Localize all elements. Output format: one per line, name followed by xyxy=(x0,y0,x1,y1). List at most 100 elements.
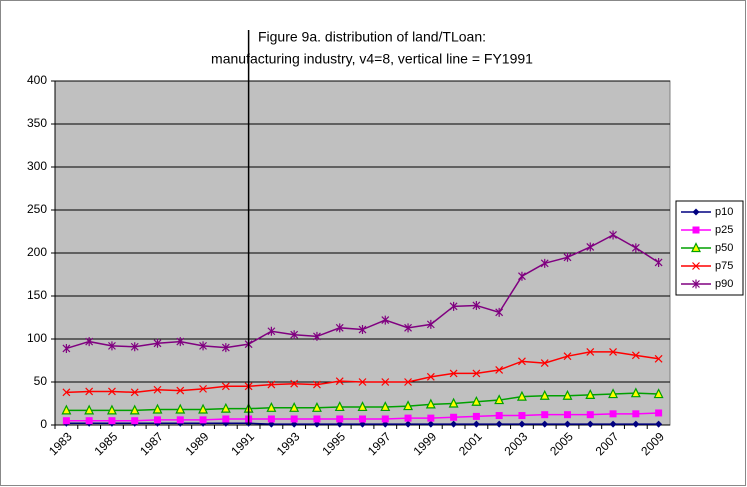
marker xyxy=(404,378,412,386)
marker xyxy=(85,387,94,396)
marker xyxy=(630,387,641,398)
marker xyxy=(653,388,664,399)
chart-title: Figure 9a. distribution of land/TLoan: xyxy=(258,29,486,45)
marker xyxy=(381,315,390,325)
marker xyxy=(335,377,344,386)
marker xyxy=(609,410,617,418)
marker xyxy=(313,415,321,423)
marker xyxy=(289,401,300,412)
marker xyxy=(427,414,435,422)
marker xyxy=(222,415,230,423)
marker xyxy=(472,420,480,428)
marker xyxy=(404,414,412,422)
marker xyxy=(586,242,595,252)
legend-label: p25 xyxy=(715,224,733,236)
marker xyxy=(199,384,207,393)
marker xyxy=(586,347,595,356)
marker xyxy=(61,404,72,415)
marker xyxy=(106,404,117,415)
y-tick-label: 350 xyxy=(27,116,47,130)
marker xyxy=(654,257,663,267)
marker xyxy=(692,279,700,289)
marker xyxy=(176,416,184,424)
marker xyxy=(608,388,619,399)
marker xyxy=(654,354,663,363)
marker xyxy=(426,372,435,381)
marker xyxy=(221,382,230,391)
marker xyxy=(154,416,161,424)
chart-title: manufacturing industry, v4=8, vertical l… xyxy=(211,51,533,67)
marker xyxy=(176,337,185,347)
marker xyxy=(425,398,436,409)
marker xyxy=(655,420,663,428)
y-tick-label: 100 xyxy=(27,331,47,345)
marker xyxy=(516,390,527,401)
marker xyxy=(175,403,186,414)
marker xyxy=(403,400,414,411)
marker xyxy=(426,319,435,329)
y-tick-label: 250 xyxy=(27,202,47,216)
marker xyxy=(153,338,162,348)
marker xyxy=(609,420,617,428)
marker xyxy=(176,386,185,395)
marker xyxy=(357,401,368,412)
marker xyxy=(404,323,412,333)
marker xyxy=(381,378,390,386)
marker xyxy=(494,394,505,405)
marker xyxy=(449,301,458,311)
marker xyxy=(290,415,298,423)
marker xyxy=(632,410,640,418)
marker xyxy=(518,271,526,281)
marker xyxy=(153,385,162,394)
marker xyxy=(404,420,412,428)
marker xyxy=(541,420,549,428)
marker xyxy=(62,388,71,397)
marker xyxy=(472,412,480,420)
marker xyxy=(62,417,70,425)
marker xyxy=(632,420,640,428)
marker xyxy=(108,417,116,425)
marker xyxy=(631,243,640,253)
marker xyxy=(471,395,482,406)
marker xyxy=(495,366,504,374)
marker xyxy=(631,351,640,360)
marker xyxy=(472,369,481,378)
marker xyxy=(129,404,140,415)
marker xyxy=(311,401,322,412)
marker xyxy=(381,415,389,423)
marker xyxy=(564,411,571,419)
legend-label: p75 xyxy=(715,260,733,272)
marker xyxy=(586,420,594,428)
marker xyxy=(290,379,299,388)
marker xyxy=(358,378,367,386)
marker xyxy=(130,342,139,352)
marker xyxy=(198,403,209,414)
marker xyxy=(313,380,321,389)
marker xyxy=(152,403,163,414)
marker xyxy=(336,415,344,423)
y-tick-label: 200 xyxy=(27,245,47,259)
marker xyxy=(266,401,277,412)
marker xyxy=(84,404,95,415)
marker xyxy=(313,331,321,341)
marker xyxy=(131,417,139,425)
marker xyxy=(692,226,700,234)
marker xyxy=(334,401,345,412)
marker xyxy=(62,343,71,353)
y-tick-label: 400 xyxy=(27,73,47,87)
marker xyxy=(609,347,617,356)
marker xyxy=(563,252,572,262)
marker xyxy=(518,420,526,428)
marker xyxy=(472,300,481,310)
marker xyxy=(450,420,458,428)
marker xyxy=(495,420,503,428)
legend-label: p90 xyxy=(715,278,733,290)
marker xyxy=(221,343,230,353)
marker xyxy=(108,341,116,351)
marker xyxy=(586,411,594,419)
marker xyxy=(539,389,550,400)
legend: p10 p25 p50 p75 p90 xyxy=(675,200,744,296)
marker xyxy=(540,359,549,368)
